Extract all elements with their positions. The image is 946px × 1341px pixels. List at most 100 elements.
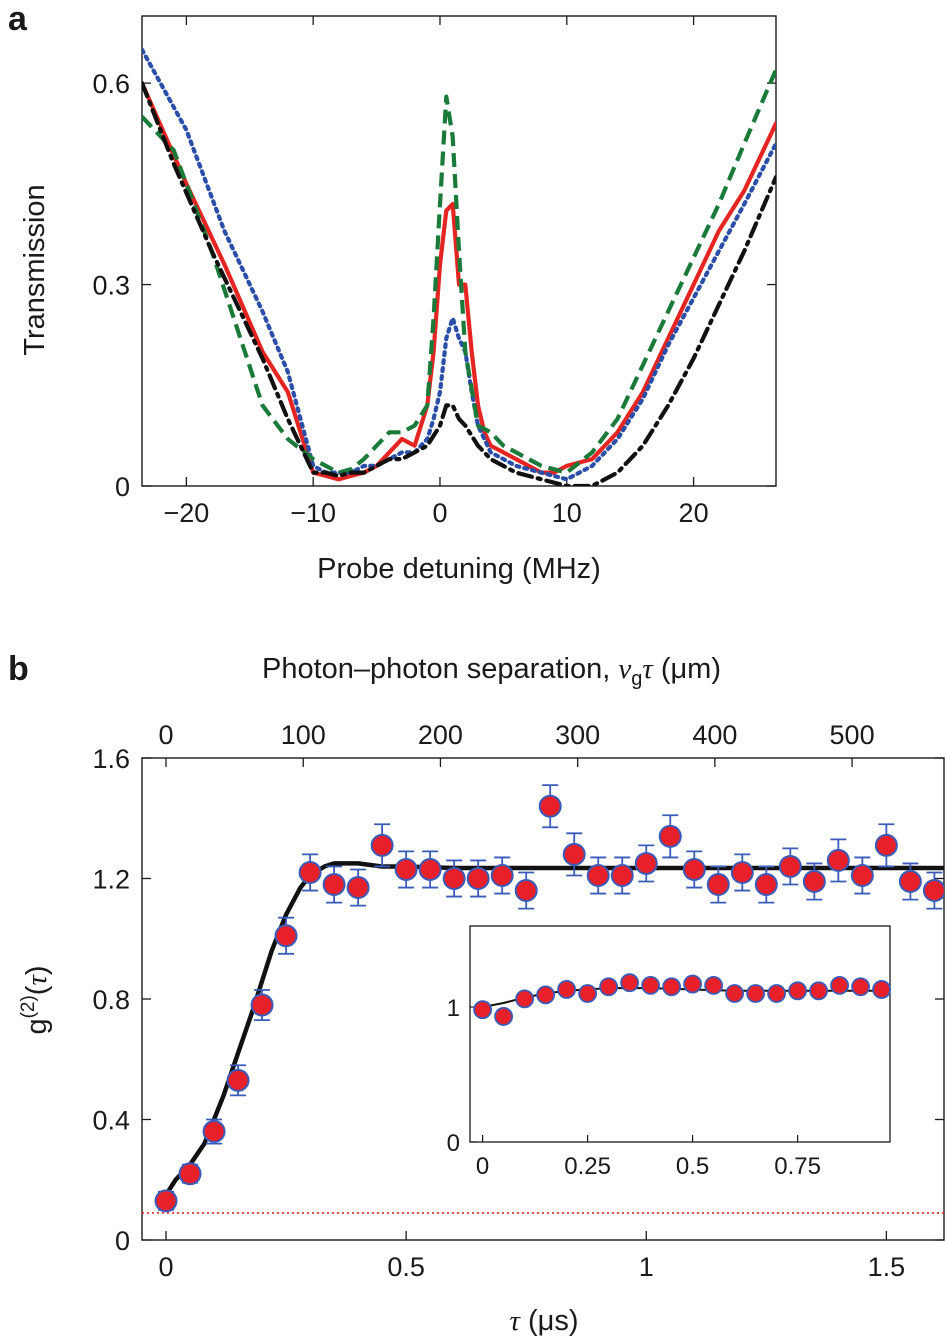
panel-a-x-label: Probe detuning (MHz) <box>317 553 601 585</box>
top-x-label-text: Photon–photon separation, <box>262 653 610 685</box>
data-marker <box>154 1189 178 1213</box>
data-point <box>826 838 850 883</box>
inset-y-tick-label: 1 <box>447 995 460 1022</box>
data-marker <box>706 873 730 897</box>
data-point <box>466 859 490 898</box>
data-marker <box>466 867 490 890</box>
panel-a-x-tick-label: 0 <box>432 498 447 528</box>
inset-data-marker <box>599 977 618 997</box>
data-marker <box>178 1162 202 1186</box>
data-marker <box>586 863 610 887</box>
inset-data-marker <box>662 977 681 997</box>
inset-x-tick-label: 0 <box>476 1153 489 1180</box>
panel-b-x-tick-label: 1.5 <box>868 1252 906 1282</box>
inset-data-marker <box>767 984 786 1003</box>
data-marker <box>682 857 706 881</box>
panel-b-x-label: τ (μs) <box>510 1305 579 1337</box>
data-point <box>850 856 874 895</box>
inset-data-marker <box>725 984 744 1003</box>
panel-a-letter: a <box>8 0 28 38</box>
data-marker <box>322 873 346 897</box>
data-point <box>682 850 706 889</box>
panel-a-series <box>142 47 776 486</box>
data-point <box>610 856 634 895</box>
data-marker <box>490 863 514 887</box>
panel-b-top-x-tick-label: 0 <box>158 720 173 750</box>
panel-b-top-x-label: Photon–photon separation, νgτ (μm) <box>262 653 721 690</box>
panel-a-ticks: −20 −10 0 10 20 0 0.3 0.6 <box>92 16 776 528</box>
data-marker <box>850 863 874 887</box>
panel-b-top-x-tick-label: 400 <box>692 720 737 750</box>
panel-a-y-tick-label: 0 <box>115 472 130 502</box>
data-marker <box>370 833 394 857</box>
inset-data-marker <box>578 984 597 1003</box>
panel-b-y-tick-label: 1.2 <box>92 865 130 895</box>
panel-a-x-tick-label: 10 <box>552 498 582 528</box>
panel-b-top-x-tick-label: 300 <box>555 720 600 750</box>
inset-data-marker <box>536 985 555 1005</box>
data-marker <box>202 1120 226 1144</box>
data-point <box>514 871 538 910</box>
data-marker <box>898 870 922 894</box>
inset-data-marker <box>788 981 807 1001</box>
data-point <box>706 865 730 904</box>
data-marker <box>514 879 538 903</box>
panel-b-letter: b <box>8 650 29 688</box>
inset-x-tick-label: 0.25 <box>564 1153 611 1180</box>
data-point <box>226 1064 250 1097</box>
panel-b-y-tick-label: 0.4 <box>92 1106 130 1136</box>
data-marker <box>658 824 682 848</box>
inset-ticks: 0 0.25 0.5 0.75 0 1 <box>447 995 821 1180</box>
data-point <box>778 847 802 886</box>
data-marker <box>634 851 658 875</box>
inset-data-marker <box>641 976 660 995</box>
inset-data-marker <box>830 976 849 995</box>
inset-x-tick-label: 0.5 <box>676 1153 709 1180</box>
data-point <box>322 865 346 904</box>
panel-b-x-tick-label: 0.5 <box>387 1252 425 1282</box>
panel-b-top-x-tick-label: 500 <box>830 720 875 750</box>
data-marker <box>922 879 944 903</box>
data-point <box>442 859 466 898</box>
panel-a-y-tick-label: 0.3 <box>92 271 130 301</box>
panel-b-y-tick-label: 0 <box>115 1226 130 1256</box>
data-marker <box>346 876 370 900</box>
data-point <box>202 1118 226 1145</box>
data-point <box>394 850 418 889</box>
data-point <box>562 832 586 877</box>
data-point <box>250 989 274 1021</box>
data-point <box>658 814 682 859</box>
inset-data-marker <box>494 1007 514 1026</box>
data-point <box>418 850 442 889</box>
data-marker <box>730 860 754 884</box>
data-point <box>754 865 778 904</box>
panel-b-y-tick-label: 1.6 <box>92 744 130 774</box>
panel-b-plot <box>142 784 944 1214</box>
panel-b-top-x-tick-label: 200 <box>418 720 463 750</box>
inset-data-marker <box>809 981 828 1001</box>
data-marker <box>610 863 634 887</box>
top-x-label-symbol: νgτ <box>618 653 654 690</box>
data-marker <box>250 993 274 1017</box>
panel-b: b Photon–photon separation, νgτ (μm) 0 0.… <box>8 650 945 1337</box>
data-point <box>898 862 922 901</box>
panel-a-x-tick-label: 20 <box>679 498 709 528</box>
inset-data-marker <box>515 989 534 1009</box>
data-marker <box>562 842 586 866</box>
data-point <box>802 862 826 901</box>
data-point <box>538 784 562 829</box>
data-marker <box>394 857 418 881</box>
x-label-unit: (μs) <box>528 1305 579 1337</box>
inset-data-marker <box>746 984 765 1003</box>
data-point <box>346 868 370 907</box>
data-point <box>586 856 610 895</box>
inset-data-marker <box>872 980 891 999</box>
panel-b-x-tick-label: 1 <box>639 1252 654 1282</box>
inset-data-marker <box>473 1000 493 1020</box>
inset-data-marker <box>704 976 723 995</box>
panel-b-y-label: g(2)(τ) <box>18 965 53 1034</box>
data-point <box>370 823 394 868</box>
panel-a-series-dashed <box>142 68 776 475</box>
